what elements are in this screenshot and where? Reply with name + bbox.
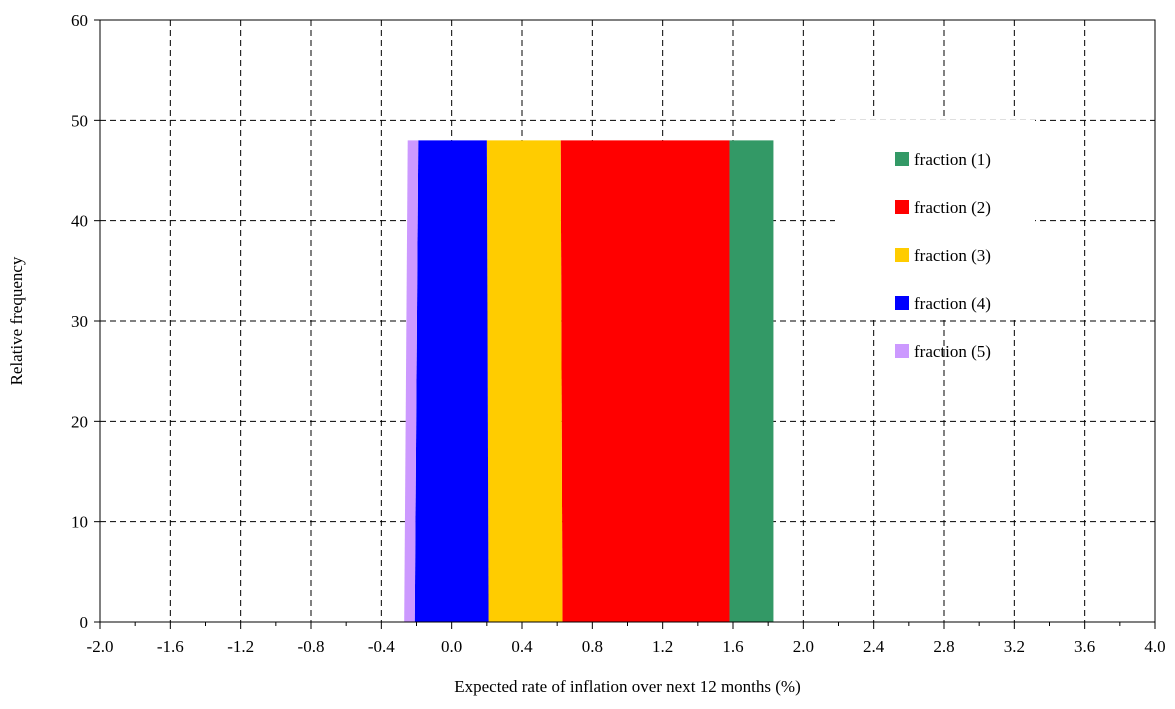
x-tick-label: 0.8 [582,637,603,656]
series-area-1 [729,140,774,622]
x-tick-label: -0.8 [298,637,325,656]
y-tick-label: 0 [80,613,89,632]
x-tick-label: 0.4 [511,637,533,656]
x-tick-label: 3.6 [1074,637,1095,656]
legend: fraction (1) fraction (2) fraction (3) frac… [895,150,991,361]
x-tick-label: 2.4 [863,637,885,656]
legend-swatch-3 [895,248,909,262]
axes [94,19,1156,629]
legend-label-3: fraction (3) [914,246,991,265]
tick-labels: -2.0 -1.6 -1.2 -0.8 -0.4 0.0 0.4 0.8 1.2 1.6 2.0 2.… [71,11,1166,656]
series-area-5 [404,140,419,622]
y-tick-label: 10 [71,513,88,532]
x-tick-label: 1.6 [722,637,743,656]
y-tick-label: 50 [71,111,88,130]
y-tick-label: 20 [71,412,88,431]
legend-swatch-4 [895,296,909,310]
x-axis-title: Expected rate of inflation over next 12 … [454,677,801,696]
legend-background [835,120,1035,320]
legend-label-5: fraction (5) [914,342,991,361]
grid [100,19,1155,622]
x-tick-label: 1.2 [652,637,673,656]
x-tick-label: 0.0 [441,637,462,656]
x-tick-label: 2.0 [793,637,814,656]
x-tick-label: 3.2 [1004,637,1025,656]
series-layer [404,140,774,622]
y-tick-label: 30 [71,312,88,331]
series-area-2 [560,140,730,622]
x-tick-label: -1.6 [157,637,184,656]
y-tick-label: 40 [71,212,88,231]
legend-label-1: fraction (1) [914,150,991,169]
x-tick-label: 2.8 [933,637,954,656]
legend-swatch-2 [895,200,909,214]
legend-label-4: fraction (4) [914,294,991,313]
series-area-4 [414,140,489,622]
x-tick-label: -2.0 [87,637,114,656]
y-axis-title: Relative frequency [7,256,26,385]
series-area-3 [486,140,563,622]
legend-label-2: fraction (2) [914,198,991,217]
y-tick-label: 60 [71,11,88,30]
x-tick-label: -1.2 [227,637,254,656]
legend-swatch-1 [895,152,909,166]
x-tick-label: -0.4 [368,637,395,656]
x-tick-label: 4.0 [1144,637,1165,656]
legend-swatch-5 [895,344,909,358]
